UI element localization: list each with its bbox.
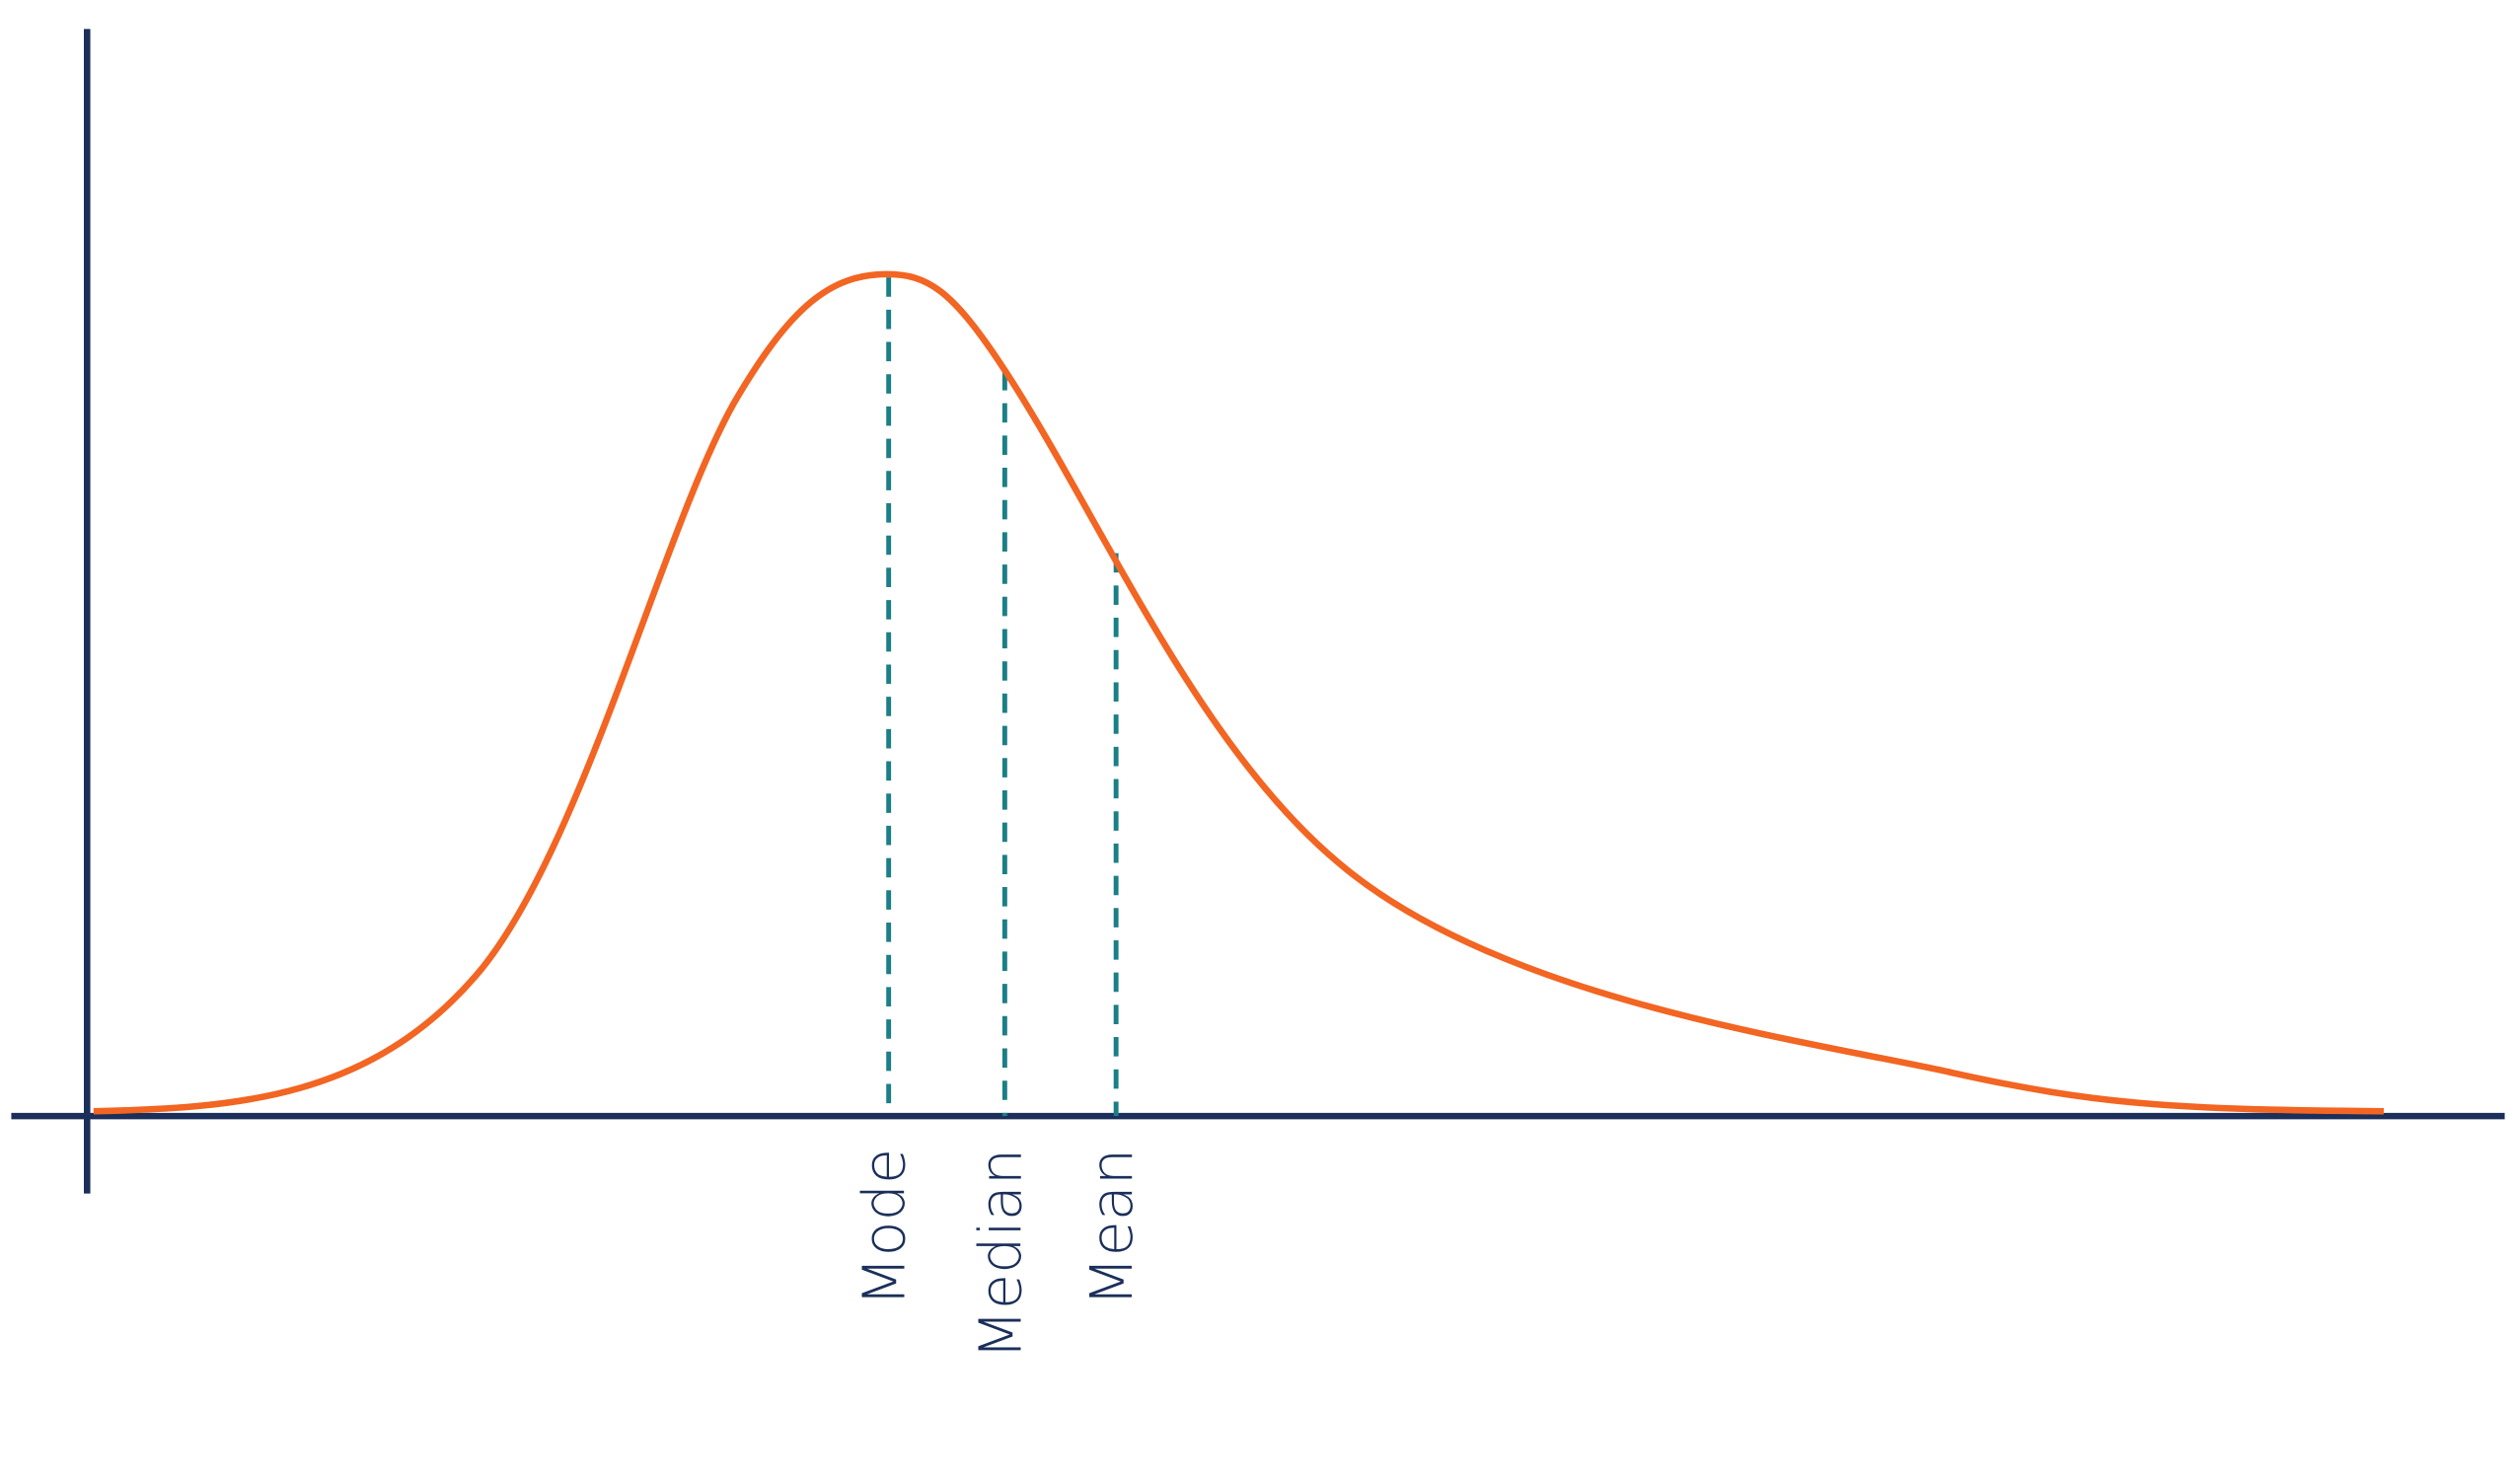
mode-label: Mode bbox=[851, 1149, 919, 1306]
median-label: Median bbox=[966, 1149, 1034, 1360]
mean-label: Mean bbox=[1077, 1149, 1146, 1306]
distribution-curve bbox=[93, 270, 2384, 1115]
